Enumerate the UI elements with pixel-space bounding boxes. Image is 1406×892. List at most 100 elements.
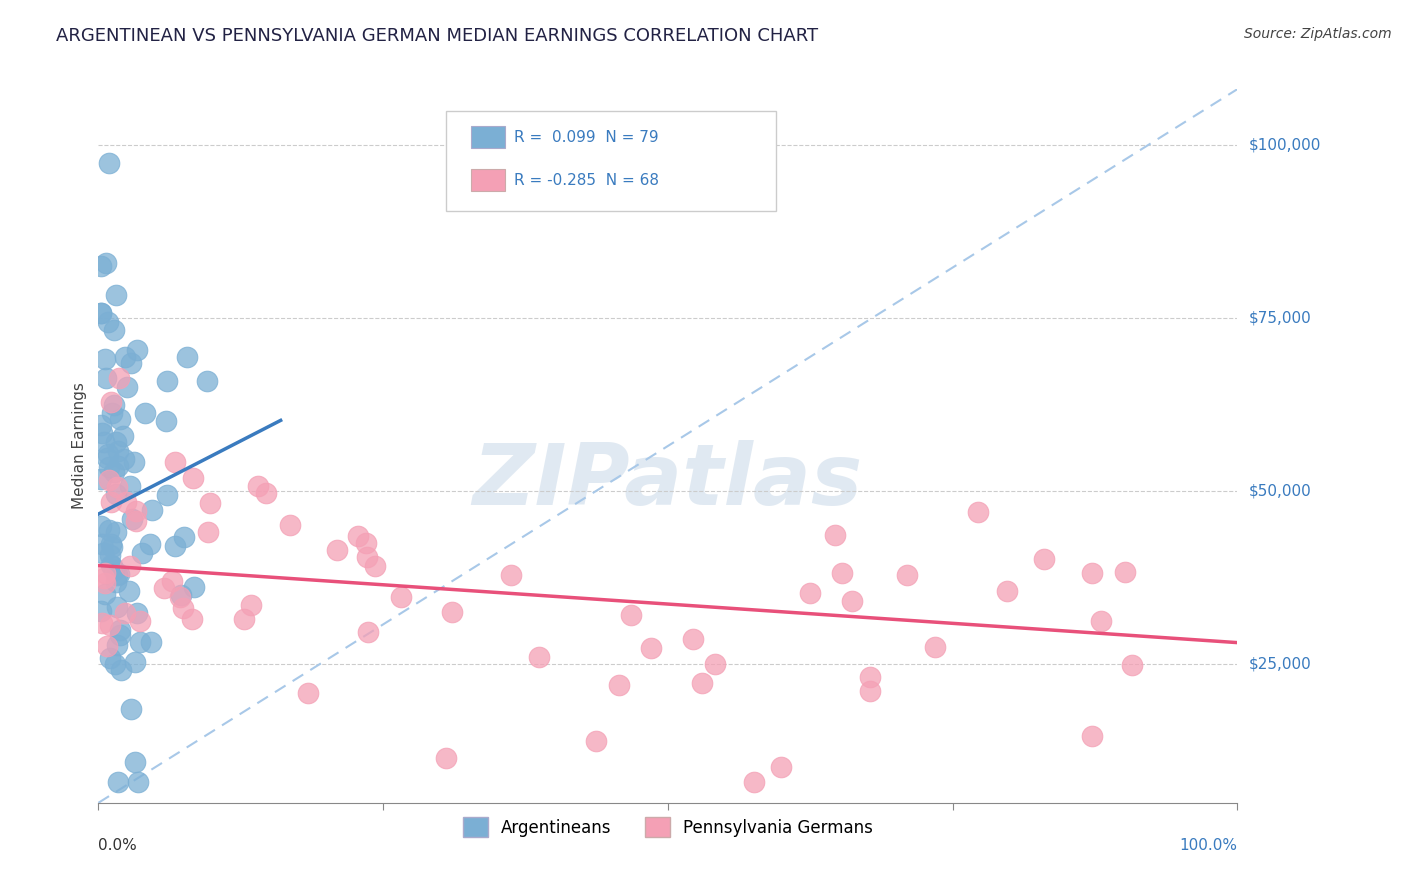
Pennsylvania Germans — [93, 571, 115, 585]
Pennsylvania Germans — [831, 566, 853, 581]
Argentineans — [155, 414, 177, 428]
Argentineans — [98, 651, 121, 665]
Argentineans — [98, 459, 121, 474]
Argentineans — [105, 574, 128, 589]
Pennsylvania Germans — [1090, 615, 1112, 629]
Argentineans — [163, 539, 186, 553]
Argentineans — [90, 418, 112, 433]
Argentineans — [121, 512, 143, 526]
Argentineans — [100, 406, 122, 420]
Pennsylvania Germans — [247, 479, 270, 493]
Pennsylvania Germans — [770, 760, 793, 774]
Argentineans — [112, 451, 135, 466]
Pennsylvania Germans — [1080, 566, 1102, 580]
Argentineans — [97, 315, 120, 329]
Pennsylvania Germans — [824, 528, 846, 542]
Pennsylvania Germans — [125, 504, 148, 518]
Argentineans — [156, 374, 179, 388]
Pennsylvania Germans — [100, 495, 122, 509]
Pennsylvania Germans — [165, 455, 187, 469]
Argentineans — [139, 635, 162, 649]
Argentineans — [101, 540, 124, 554]
Pennsylvania Germans — [354, 536, 377, 550]
Text: 0.0%: 0.0% — [98, 838, 138, 853]
Pennsylvania Germans — [1033, 552, 1056, 566]
Argentineans — [114, 350, 136, 364]
Pennsylvania Germans — [254, 486, 277, 500]
Argentineans — [127, 775, 149, 789]
Pennsylvania Germans — [181, 471, 204, 485]
Argentineans — [104, 524, 127, 539]
Argentineans — [141, 503, 163, 517]
Pennsylvania Germans — [169, 591, 191, 605]
Argentineans — [131, 546, 153, 560]
Pennsylvania Germans — [114, 606, 136, 620]
Pennsylvania Germans — [967, 505, 990, 519]
Argentineans — [108, 623, 131, 637]
Argentineans — [94, 351, 117, 366]
Legend: Argentineans, Pennsylvania Germans: Argentineans, Pennsylvania Germans — [463, 817, 873, 838]
Argentineans — [97, 523, 120, 537]
Pennsylvania Germans — [94, 576, 117, 591]
Text: $75,000: $75,000 — [1249, 310, 1312, 326]
Argentineans — [139, 537, 162, 551]
Pennsylvania Germans — [357, 624, 380, 639]
Argentineans — [118, 583, 141, 598]
Argentineans — [100, 548, 122, 562]
Argentineans — [97, 447, 120, 461]
Argentineans — [94, 256, 117, 270]
Argentineans — [170, 588, 193, 602]
Argentineans — [105, 638, 128, 652]
Pennsylvania Germans — [690, 676, 713, 690]
Argentineans — [90, 604, 112, 618]
Pennsylvania Germans — [239, 598, 262, 612]
Pennsylvania Germans — [1114, 565, 1136, 579]
Argentineans — [90, 472, 112, 486]
Bar — [471, 127, 505, 148]
Argentineans — [129, 634, 152, 648]
Pennsylvania Germans — [859, 683, 882, 698]
Pennsylvania Germans — [181, 612, 204, 626]
Pennsylvania Germans — [896, 567, 918, 582]
Text: $25,000: $25,000 — [1249, 657, 1312, 672]
Text: ZIPatlas: ZIPatlas — [472, 440, 863, 524]
Argentineans — [115, 380, 138, 394]
Pennsylvania Germans — [347, 529, 370, 543]
Pennsylvania Germans — [152, 581, 174, 595]
Pennsylvania Germans — [924, 640, 946, 655]
Argentineans — [90, 259, 112, 273]
Pennsylvania Germans — [108, 370, 131, 384]
Argentineans — [91, 536, 114, 550]
Argentineans — [110, 411, 132, 425]
Argentineans — [104, 487, 127, 501]
Pennsylvania Germans — [1081, 729, 1104, 743]
Argentineans — [125, 343, 148, 357]
Pennsylvania Germans — [499, 568, 522, 582]
Text: $100,000: $100,000 — [1249, 137, 1320, 153]
Pennsylvania Germans — [98, 617, 121, 632]
Argentineans — [91, 425, 114, 440]
Pennsylvania Germans — [609, 678, 631, 692]
Argentineans — [120, 701, 142, 715]
Argentineans — [173, 531, 195, 545]
Argentineans — [125, 607, 148, 621]
Argentineans — [105, 288, 128, 302]
Pennsylvania Germans — [859, 670, 882, 684]
Argentineans — [134, 405, 156, 419]
Pennsylvania Germans — [682, 632, 704, 646]
Argentineans — [93, 435, 115, 450]
Pennsylvania Germans — [96, 639, 118, 653]
Pennsylvania Germans — [585, 733, 607, 747]
Argentineans — [90, 306, 112, 320]
Pennsylvania Germans — [297, 685, 319, 699]
Pennsylvania Germans — [799, 586, 821, 600]
Pennsylvania Germans — [93, 566, 115, 581]
Pennsylvania Germans — [128, 614, 150, 628]
Argentineans — [90, 519, 112, 533]
Argentineans — [156, 488, 179, 502]
Argentineans — [90, 306, 112, 320]
Argentineans — [104, 657, 127, 671]
Text: 100.0%: 100.0% — [1180, 838, 1237, 853]
Argentineans — [94, 371, 117, 385]
Argentineans — [195, 374, 218, 388]
